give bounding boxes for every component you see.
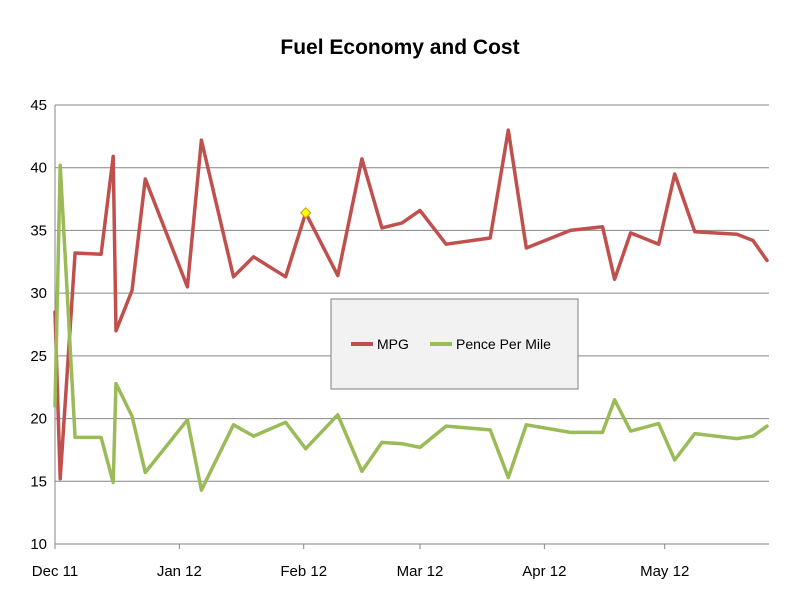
legend-label-mpg: MPG [377, 336, 409, 352]
y-tick-label: 25 [30, 348, 47, 365]
legend-label-pence-per-mile: Pence Per Mile [456, 336, 551, 352]
y-tick-label: 40 [30, 160, 47, 177]
series-lines [53, 128, 769, 492]
x-tick-label: Apr 12 [522, 563, 566, 580]
x-tick-label: Dec 11 [32, 563, 78, 580]
y-tick-label: 20 [30, 411, 47, 428]
y-tick-label: 15 [30, 473, 47, 490]
legend: MPG Pence Per Mile [330, 298, 579, 390]
series-line-pence-per-mile [53, 163, 769, 492]
y-tick-label: 10 [30, 536, 47, 553]
y-tick-label: 45 [30, 97, 47, 114]
y-tick-label: 30 [30, 285, 47, 302]
highlight-marker [299, 207, 312, 219]
x-tick-label: Jan 12 [157, 563, 202, 580]
series-line-mpg [53, 128, 769, 481]
chart-title: Fuel Economy and Cost [280, 36, 519, 59]
x-tick-label: Mar 12 [397, 563, 444, 580]
x-tick-label: Feb 12 [280, 563, 327, 580]
x-tick-label: May 12 [640, 563, 689, 580]
y-tick-label: 35 [30, 222, 47, 239]
gridlines [55, 104, 769, 545]
